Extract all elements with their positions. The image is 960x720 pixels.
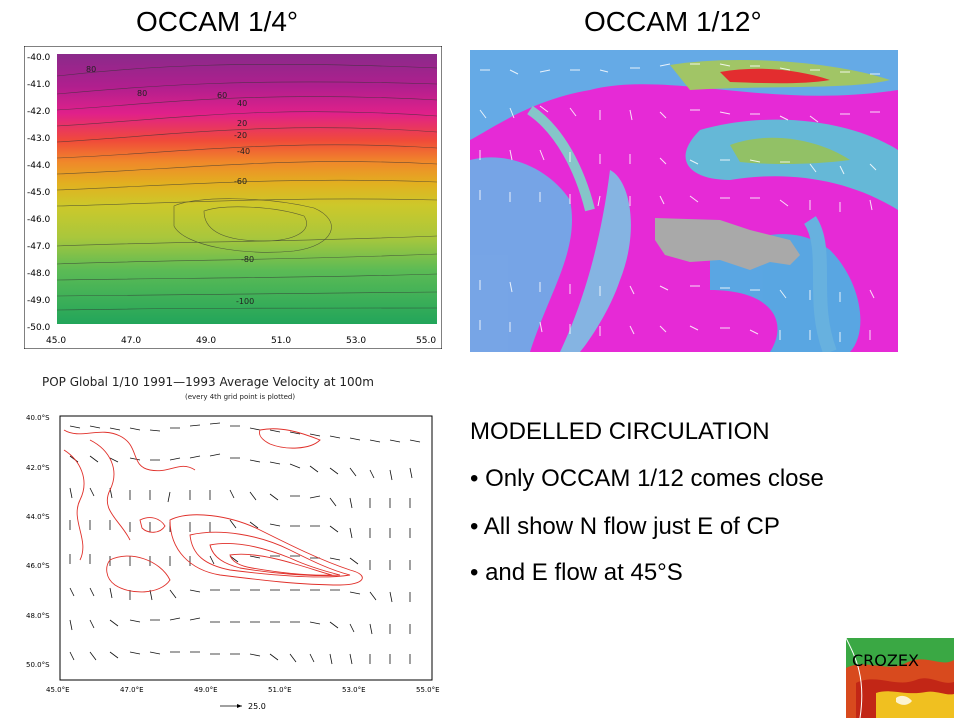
y-tick: -49.0 [27,296,51,306]
y-tick: -42.0 [27,107,51,117]
contour-label: -60 [234,177,247,186]
y-tick: -41.0 [27,80,51,90]
pop-plot-frame [59,415,433,681]
contour-label: -20 [234,131,247,140]
y-tick: 46.0°S [26,562,50,570]
y-tick: 40.0°S [26,414,50,422]
section-heading: MODELLED CIRCULATION [470,418,770,445]
bullet-item: • All show N flow just E of CP [470,513,780,540]
left-panel-heading: OCCAM 1/4° [136,6,299,37]
contour-label: 80 [137,89,147,98]
y-tick: -47.0 [27,242,51,252]
bathymetry-contours [63,428,363,593]
pop-x-axis-ticks: 45.0°E 47.0°E 49.0°E 51.0°E 53.0°E 55.0°… [46,686,440,694]
contour-label: 60 [217,91,227,100]
y-tick: -40.0 [27,53,51,63]
y-axis-ticks: -40.0 -41.0 -42.0 -43.0 -44.0 -45.0 -46.… [27,53,51,333]
contour-label: 40 [237,99,247,108]
y-tick: -46.0 [27,215,51,225]
contour-label: -80 [241,255,254,264]
x-tick: 53.0°E [342,686,366,694]
y-tick: -48.0 [27,269,51,279]
y-tick: 42.0°S [26,464,50,472]
x-axis-ticks: 45.0 47.0 49.0 51.0 53.0 55.0 [46,336,436,346]
x-tick: 45.0 [46,336,66,346]
pop-y-axis-ticks: 40.0°S 42.0°S 44.0°S 46.0°S 48.0°S 50.0°… [26,414,50,669]
contour-label: -40 [237,147,250,156]
x-tick: 51.0 [271,336,291,346]
bullet-item: • Only OCCAM 1/12 comes close [470,465,824,492]
right-panel-heading: OCCAM 1/12° [584,6,762,37]
pop-plot-subtitle: (every 4th grid point is plotted) [185,393,295,401]
x-tick: 53.0 [346,336,366,346]
y-tick: -45.0 [27,188,51,198]
x-tick: 45.0°E [46,686,70,694]
x-tick: 55.0 [416,336,436,346]
bullet-item: • and E flow at 45°S [470,559,683,586]
contour-field [56,54,438,324]
velocity-arrows [479,63,880,342]
crozet-island-mask [655,218,800,270]
occam-quarter-degree-map: -40.0 -41.0 -42.0 -43.0 -44.0 -45.0 -46.… [24,46,442,349]
scale-arrow: 25.0 [220,702,266,711]
x-tick: 49.0°E [194,686,218,694]
occam-twelfth-degree-map [470,50,898,352]
pop-plot-title: POP Global 1/10 1991—1993 Average Veloci… [42,375,374,389]
x-tick: 47.0°E [120,686,144,694]
scale-label: 25.0 [248,702,266,711]
y-tick: 48.0°S [26,612,50,620]
crozex-logo: CROZEX [846,638,954,718]
y-tick: 44.0°S [26,513,50,521]
x-tick: 47.0 [121,336,141,346]
contour-label: -100 [236,297,254,306]
x-tick: 55.0°E [416,686,440,694]
contour-labels: 80 80 60 40 20 -20 -40 -60 -80 -100 [86,65,254,306]
x-tick: 51.0°E [268,686,292,694]
y-tick: -43.0 [27,134,51,144]
pop-velocity-plot: POP Global 1/10 1991—1993 Average Veloci… [20,370,450,716]
y-tick: -44.0 [27,161,51,171]
x-tick: 49.0 [196,336,216,346]
contour-label: 80 [86,65,96,74]
y-tick: 50.0°S [26,661,50,669]
logo-label: CROZEX [852,651,919,670]
flow-field [470,50,898,352]
contour-label: 20 [237,119,247,128]
y-tick: -50.0 [27,323,51,333]
